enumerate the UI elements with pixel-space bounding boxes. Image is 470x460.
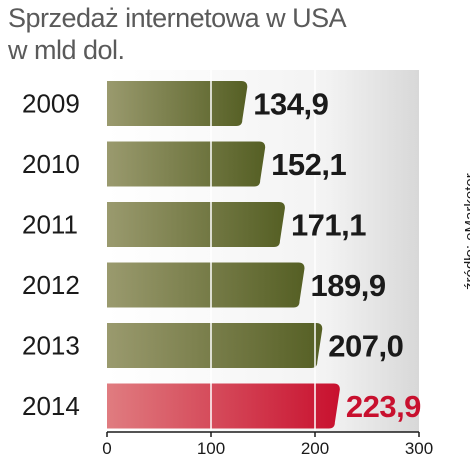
value-label-2013: 207,0 xyxy=(328,329,403,364)
x-tick-label-300: 300 xyxy=(405,439,433,458)
year-label-2013: 2013 xyxy=(22,331,80,361)
year-label-2009: 2009 xyxy=(22,89,80,119)
chart-title-line-2: w mld dol. xyxy=(8,35,125,65)
x-tick-label-0: 0 xyxy=(102,439,111,458)
year-label-2010: 2010 xyxy=(22,149,80,179)
bar-2011 xyxy=(107,202,285,247)
value-label-2009: 134,9 xyxy=(253,87,328,122)
x-tick-label-100: 100 xyxy=(197,439,225,458)
plot-background xyxy=(107,70,419,432)
bar-2013 xyxy=(107,323,323,368)
bar-2009 xyxy=(107,81,248,126)
bar-2010 xyxy=(107,141,266,187)
x-tick-label-200: 200 xyxy=(301,439,329,458)
source-note: źródło: eMarketer xyxy=(462,173,470,290)
value-label-2012: 189,9 xyxy=(310,268,385,303)
value-label-2010: 152,1 xyxy=(271,147,346,182)
chart-title-line-1: Sprzedaż internetowa w USA xyxy=(8,3,347,33)
year-label-2014: 2014 xyxy=(22,391,80,421)
chart-title: Sprzedaż internetowa w USA w mld dol. xyxy=(8,2,347,66)
year-label-2011: 2011 xyxy=(22,210,78,240)
bar-2012 xyxy=(107,262,305,308)
bar-2014 xyxy=(107,383,340,429)
year-label-2012: 2012 xyxy=(22,270,80,300)
value-label-2011: 171,1 xyxy=(291,208,366,243)
value-label-2014: 223,9 xyxy=(346,389,421,424)
